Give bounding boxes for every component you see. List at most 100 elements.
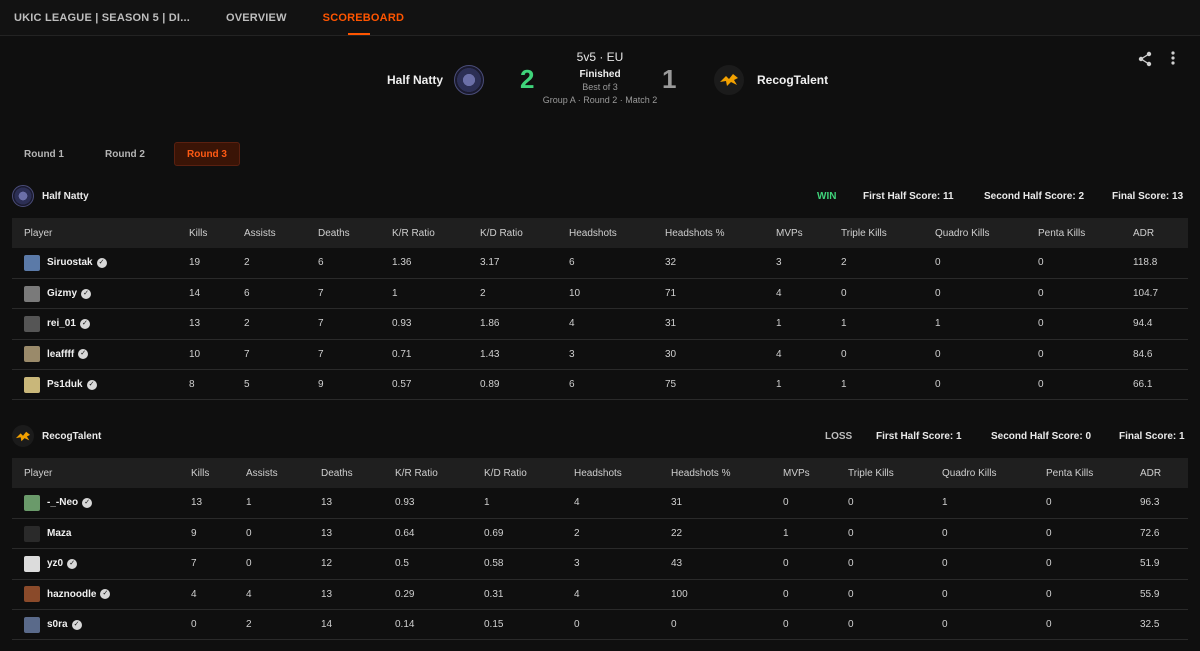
team1-title[interactable]: Half Natty	[42, 190, 89, 202]
tab-overview[interactable]: OVERVIEW	[225, 11, 287, 24]
stat-cell: 31	[665, 318, 677, 330]
column-header[interactable]: ADR	[1140, 467, 1162, 479]
player-name: yz0	[47, 558, 64, 570]
stat-cell: 13	[321, 497, 333, 509]
player-cell: Maza	[12, 518, 179, 548]
column-header[interactable]: MVPs	[776, 227, 803, 239]
column-header[interactable]: K/D Ratio	[480, 227, 523, 239]
verified-icon: ✓	[96, 257, 107, 268]
stat-cell: 0	[1046, 619, 1052, 631]
verified-icon: ✓	[86, 379, 97, 390]
team2-name[interactable]: RecogTalent	[757, 73, 829, 87]
stat-cell: 13	[189, 318, 201, 330]
stat-cell: 0.69	[484, 528, 504, 540]
stat-cell: 0	[246, 558, 252, 570]
team1-name[interactable]: Half Natty	[386, 73, 443, 87]
stat-cell: 3	[574, 558, 580, 570]
share-icon[interactable]	[1137, 51, 1153, 72]
stat-cell: 13	[321, 528, 333, 540]
player-link[interactable]: -_-Neo ✓	[24, 494, 179, 511]
team2-title[interactable]: RecogTalent	[42, 430, 102, 442]
stat-cell: 5	[244, 379, 250, 391]
player-link[interactable]: rei_01 ✓	[24, 315, 177, 332]
column-header[interactable]: Penta Kills	[1038, 227, 1086, 239]
column-header[interactable]: Deaths	[318, 227, 350, 239]
tab-round-3[interactable]: Round 3	[174, 142, 240, 166]
verified-icon: ✓	[81, 288, 92, 299]
verified-icon: ✓	[71, 619, 82, 630]
column-header[interactable]: K/R Ratio	[392, 227, 435, 239]
stat-cell: 75	[665, 379, 677, 391]
column-header[interactable]: Headshots %	[665, 227, 725, 239]
stat-cell: 0.89	[480, 379, 500, 391]
player-link[interactable]: s0ra ✓	[24, 616, 179, 633]
avatar	[24, 494, 40, 511]
stat-cell: 84.6	[1133, 348, 1153, 360]
column-header[interactable]: Kills	[191, 467, 210, 479]
top-nav: UKIC LEAGUE | SEASON 5 | DI... OVERVIEW …	[0, 0, 1200, 36]
column-header[interactable]: Player	[24, 467, 53, 479]
team2-summary: RecogTalent LOSS First Half Score: 1 Sec…	[0, 423, 1200, 449]
column-header[interactable]: K/D Ratio	[484, 467, 527, 479]
stat-cell: 1	[484, 497, 490, 509]
verified-icon: ✓	[79, 318, 90, 329]
stat-cell: 0	[783, 619, 789, 631]
team2-final: Final Score: 1	[1119, 430, 1185, 442]
column-header[interactable]: Quadro Kills	[942, 467, 997, 479]
column-header[interactable]: MVPs	[783, 467, 810, 479]
column-header[interactable]: Deaths	[321, 467, 353, 479]
player-link[interactable]: Ps1duk ✓	[24, 376, 177, 393]
more-options-icon[interactable]	[1170, 50, 1176, 71]
stat-cell: 0	[1038, 288, 1044, 300]
stat-cell: 0	[574, 619, 580, 631]
player-cell: rei_01 ✓	[12, 309, 177, 339]
stat-cell: 1	[841, 379, 847, 391]
player-link[interactable]: Maza	[24, 525, 179, 542]
avatar	[24, 376, 40, 393]
column-header[interactable]: Kills	[189, 227, 208, 239]
stat-cell: 0	[935, 257, 941, 269]
stat-cell: 51.9	[1140, 558, 1160, 570]
table-row: -_-Neo ✓ 13 1 13 0.93 1 4 31 0 0 1 0 96.3	[12, 488, 1188, 519]
avatar	[24, 555, 40, 572]
stat-cell: 4	[776, 288, 782, 300]
stat-cell: 9	[191, 528, 197, 540]
tab-league[interactable]: UKIC LEAGUE | SEASON 5 | DI...	[14, 11, 190, 24]
column-header[interactable]: Assists	[246, 467, 278, 479]
column-header[interactable]: Headshots	[574, 467, 622, 479]
table-row: yz0 ✓ 7 0 12 0.5 0.58 3 43 0 0 0 0 51.9	[12, 549, 1188, 580]
player-cell: yz0 ✓	[12, 549, 179, 579]
tab-round-2[interactable]: Round 2	[105, 148, 145, 160]
player-link[interactable]: yz0 ✓	[24, 555, 179, 572]
stat-cell: 0	[1038, 379, 1044, 391]
column-header[interactable]: K/R Ratio	[395, 467, 438, 479]
stat-cell: 4	[776, 348, 782, 360]
player-link[interactable]: haznoodle ✓	[24, 586, 179, 603]
player-link[interactable]: leaffff ✓	[24, 346, 177, 363]
player-name: Gizmy	[47, 288, 78, 300]
column-header[interactable]: ADR	[1133, 227, 1155, 239]
team2-logo[interactable]	[714, 65, 744, 95]
column-header[interactable]: Player	[24, 227, 53, 239]
column-header[interactable]: Headshots %	[671, 467, 731, 479]
column-header[interactable]: Headshots	[569, 227, 617, 239]
column-header[interactable]: Assists	[244, 227, 276, 239]
stat-cell: 7	[244, 348, 250, 360]
column-header[interactable]: Penta Kills	[1046, 467, 1094, 479]
team1-logo[interactable]	[454, 65, 484, 95]
column-header[interactable]: Quadro Kills	[935, 227, 990, 239]
stat-cell: 2	[244, 318, 250, 330]
stat-cell: 30	[665, 348, 677, 360]
stat-cell: 0.29	[395, 588, 415, 600]
column-header[interactable]: Triple Kills	[848, 467, 894, 479]
tab-scoreboard[interactable]: SCOREBOARD	[323, 0, 404, 35]
player-link[interactable]: Gizmy ✓	[24, 285, 177, 302]
player-link[interactable]: Siruostak ✓	[24, 254, 177, 271]
stat-cell: 1	[776, 318, 782, 330]
stat-cell: 0.93	[392, 318, 412, 330]
table-header: Player Kills Assists Deaths K/R Ratio K/D Rat…	[12, 218, 1188, 248]
stat-cell: 8	[189, 379, 195, 391]
column-header[interactable]: Triple Kills	[841, 227, 887, 239]
tab-round-1[interactable]: Round 1	[24, 148, 64, 160]
match-status: Finished	[579, 69, 621, 80]
